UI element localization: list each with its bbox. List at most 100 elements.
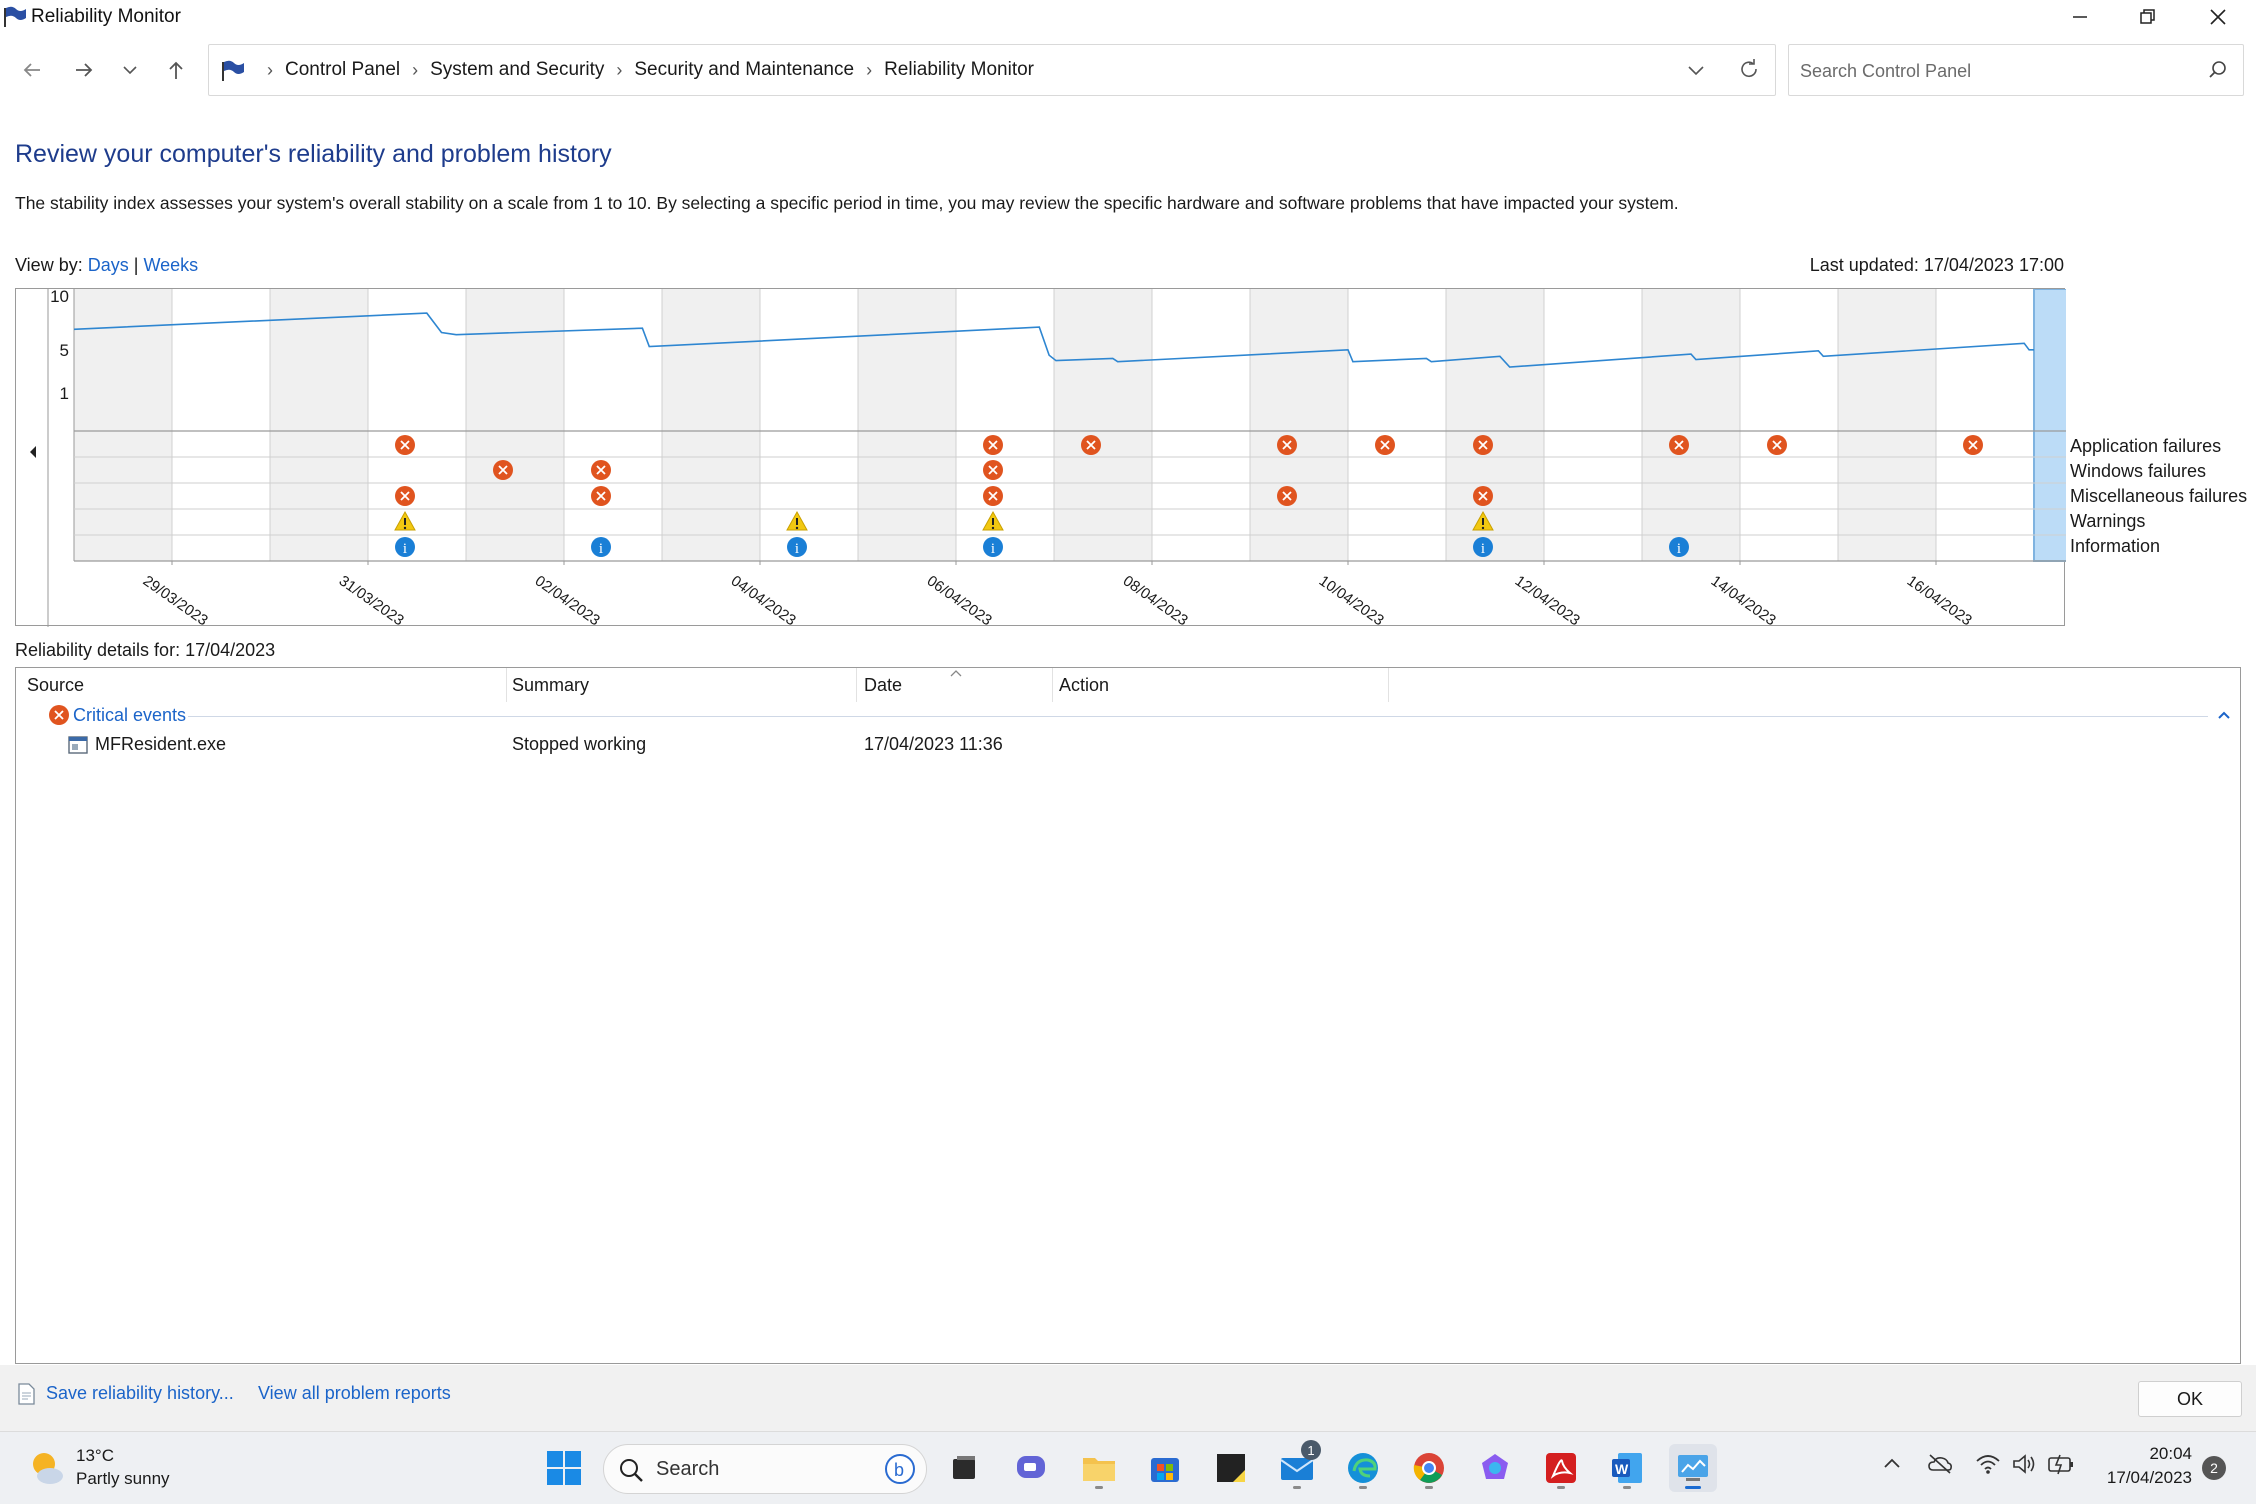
column-header-action[interactable]: Action [1059, 675, 1110, 695]
group-divider [188, 716, 2208, 717]
running-indicator [1557, 1486, 1565, 1489]
copilot-button[interactable] [1471, 1444, 1519, 1492]
file-explorer-button[interactable] [1075, 1444, 1123, 1492]
address-dropdown-icon[interactable] [1685, 59, 1707, 81]
forward-button[interactable] [66, 52, 102, 88]
close-button[interactable] [2184, 0, 2252, 34]
restore-button[interactable] [2114, 0, 2182, 34]
error-icon-cross [1282, 491, 1292, 501]
warning-icon-dot [991, 526, 995, 530]
task-view-button[interactable] [940, 1444, 988, 1492]
column-header-summary[interactable]: Summary [512, 675, 590, 695]
x-tick-label: 12/04/2023 [1512, 572, 1583, 627]
control-panel-button[interactable] [1669, 1444, 1717, 1492]
volume-icon[interactable] [2011, 1452, 2037, 1476]
last-updated: Last updated: 17/04/2023 17:00 [1809, 255, 2064, 275]
collapse-group-icon[interactable] [2216, 708, 2232, 722]
running-indicator [1095, 1486, 1103, 1489]
arrow-right-icon [76, 63, 93, 77]
breadcrumb-control-panel[interactable]: Control Panel [285, 59, 401, 80]
view-by-days-link[interactable]: Days [87, 255, 129, 275]
document-icon [18, 1383, 35, 1405]
warning-icon-dot [795, 526, 799, 530]
day-column [1054, 289, 1152, 561]
wifi-icon[interactable] [1975, 1452, 2001, 1476]
word-button[interactable]: W [1603, 1444, 1651, 1492]
label-warnings: Warnings [2070, 511, 2146, 531]
minimize-button[interactable] [2046, 0, 2114, 34]
column-divider[interactable] [856, 668, 857, 702]
onedrive-offline-icon[interactable] [1927, 1452, 1953, 1476]
running-indicator [1293, 1486, 1301, 1489]
mail-button[interactable]: 1 [1273, 1440, 1321, 1492]
group-critical-events[interactable]: Critical events [48, 704, 186, 726]
flag-icon [222, 60, 244, 81]
copilot-icon [1482, 1454, 1508, 1479]
column-header-date[interactable]: Date [864, 675, 903, 695]
warning-icon-dot [403, 526, 407, 530]
y-tick-label: 1 [60, 384, 69, 403]
acrobat-icon [1546, 1453, 1576, 1483]
weather-temp: 13°C [76, 1446, 114, 1465]
teams-chat-button[interactable] [1007, 1444, 1055, 1492]
column-divider[interactable] [1388, 668, 1389, 702]
back-button[interactable] [14, 52, 50, 88]
day-column [1348, 289, 1446, 561]
weather-widget[interactable]: 13°C Partly sunny [28, 1444, 170, 1490]
error-icon-cross [1086, 440, 1096, 450]
store-button[interactable] [1141, 1444, 1189, 1492]
edge-button[interactable] [1339, 1444, 1387, 1492]
column-divider[interactable] [1052, 668, 1053, 702]
start-button[interactable] [540, 1444, 588, 1492]
breadcrumb-system-and-security[interactable]: System and Security [430, 59, 605, 80]
reliability-flag-icon [4, 6, 26, 27]
x-tick-label: 06/04/2023 [924, 572, 995, 627]
scroll-left-icon[interactable] [30, 446, 36, 458]
day-column [662, 289, 760, 561]
label-information: Information [2070, 536, 2161, 556]
selected-day-column [2034, 289, 2066, 561]
day-column [1740, 289, 1838, 561]
view-by-weeks-link[interactable]: Weeks [143, 255, 199, 275]
group-label: Critical events [73, 704, 187, 725]
taskbar-search[interactable]: Search b [603, 1444, 927, 1494]
search-input[interactable]: Search Control Panel [1800, 61, 1972, 81]
clock-date: 17/04/2023 [2106, 1468, 2192, 1487]
acrobat-button[interactable] [1537, 1444, 1585, 1492]
navigation-bar: › Control Panel › System and Security › … [0, 40, 2256, 100]
mail-badge: 1 [1301, 1440, 1321, 1460]
clock[interactable]: 20:04 17/04/2023 [2096, 1442, 2192, 1490]
chevron-up-icon[interactable] [1882, 1454, 1902, 1474]
page-title: Review your computer's reliability and p… [15, 140, 612, 168]
notification-badge[interactable]: 2 [2202, 1456, 2226, 1480]
error-icon-cross [1478, 491, 1488, 501]
battery-charging-icon[interactable] [2047, 1452, 2075, 1476]
info-icon-glyph: i [403, 541, 407, 557]
control-panel-icon [1678, 1455, 1708, 1481]
row-summary: Stopped working [512, 734, 647, 754]
word-icon: W [1612, 1453, 1642, 1483]
day-column [368, 289, 466, 561]
reliability-chart[interactable]: 10 5 1 i i i i i i 29/03/2023 31/03/2023 02/04/2023… [15, 288, 2066, 627]
address-bar[interactable]: › Control Panel › System and Security › … [208, 44, 1776, 96]
ok-button[interactable]: OK [2138, 1381, 2242, 1417]
y-tick-label: 5 [60, 341, 69, 360]
up-button[interactable] [158, 52, 194, 88]
x-tick-label: 29/03/2023 [140, 572, 211, 627]
error-icon-cross [988, 465, 998, 475]
breadcrumb-security-and-maintenance[interactable]: Security and Maintenance [634, 59, 855, 80]
breadcrumb-reliability-monitor[interactable]: Reliability Monitor [884, 59, 1035, 80]
chrome-button[interactable] [1405, 1444, 1453, 1492]
row-date: 17/04/2023 11:36 [864, 734, 1003, 754]
refresh-icon[interactable] [1737, 57, 1761, 81]
recent-locations-button[interactable] [112, 52, 148, 88]
view-all-reports-link[interactable]: View all problem reports [258, 1383, 451, 1403]
day-column [564, 289, 662, 561]
save-history-link[interactable]: Save reliability history... [46, 1383, 234, 1403]
sticky-notes-button[interactable] [1207, 1444, 1255, 1492]
search-box[interactable]: Search Control Panel [1788, 44, 2244, 96]
folder-icon [1083, 1458, 1115, 1481]
error-icon-cross [400, 440, 410, 450]
column-header-source[interactable]: Source [27, 675, 85, 695]
column-divider[interactable] [506, 668, 507, 702]
